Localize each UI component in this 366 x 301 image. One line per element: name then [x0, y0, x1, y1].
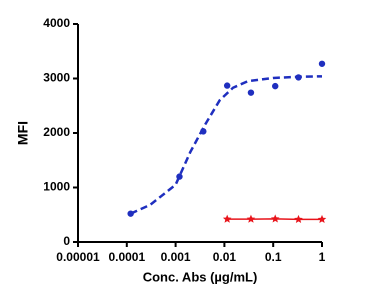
x-tick-label: 0.1	[265, 250, 282, 264]
x-tick-label: 0.00001	[56, 250, 100, 264]
series-line	[130, 75, 323, 215]
y-tick-label: 2000	[43, 125, 70, 139]
data-point	[270, 214, 280, 223]
data-point	[222, 214, 232, 223]
x-tick-label: 0.001	[161, 250, 191, 264]
x-axis-title: Conc. Abs (µg/mL)	[143, 269, 258, 284]
x-tick-label: 0.01	[213, 250, 237, 264]
x-tick-label: 1	[319, 250, 326, 264]
data-point	[294, 214, 303, 224]
x-tick-label: 0.0001	[108, 250, 145, 264]
data-point	[223, 82, 231, 89]
y-axis-title: MFI	[15, 121, 31, 145]
y-tick-label: 3000	[43, 71, 70, 85]
data-point	[247, 89, 255, 96]
data-point	[246, 214, 256, 223]
y-tick-label: 4000	[43, 16, 70, 30]
y-tick-label: 1000	[43, 180, 70, 194]
data-point	[317, 214, 327, 224]
y-tick-label: 0	[63, 234, 70, 248]
data-point	[272, 82, 279, 90]
data-point	[318, 60, 326, 67]
